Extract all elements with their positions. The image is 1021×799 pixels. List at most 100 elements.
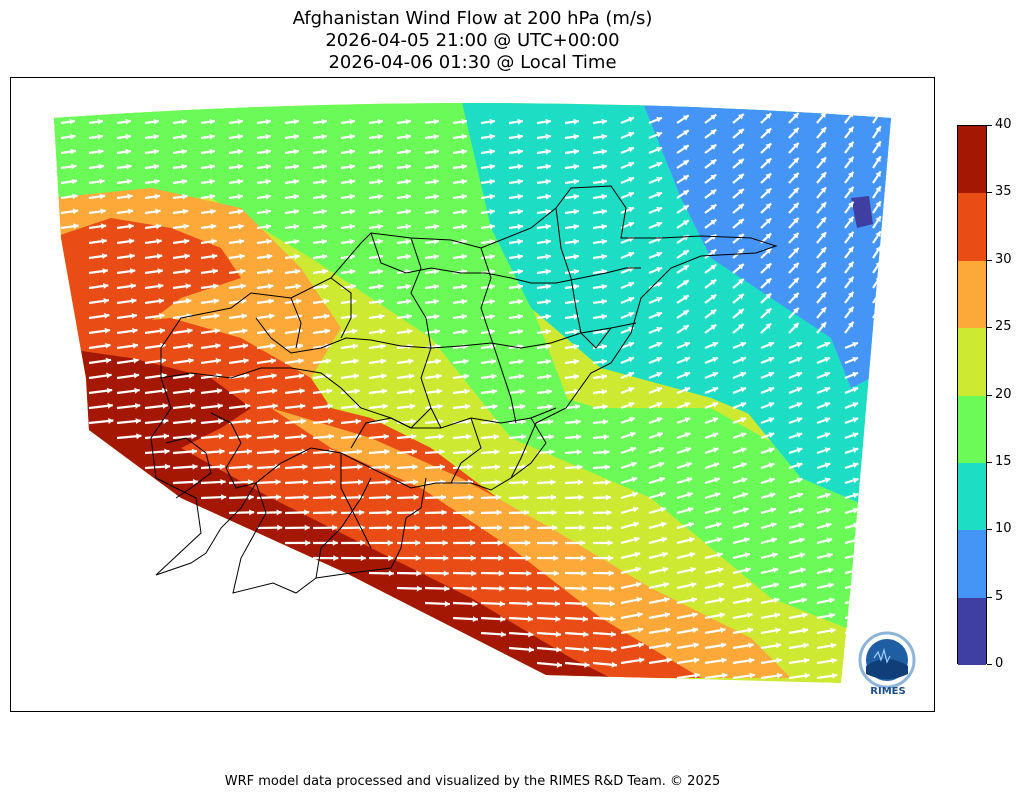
wind-arrow-head <box>321 163 327 170</box>
wind-arrow-head <box>440 479 446 486</box>
wind-arrow-head <box>573 253 579 260</box>
wind-arrow-head <box>356 448 362 455</box>
wind-arrow-head <box>684 341 690 348</box>
wind-arrow-head <box>436 373 442 380</box>
wind-arrow-head <box>824 492 831 499</box>
wind-arrow-head <box>518 373 524 380</box>
wind-arrow-head <box>470 555 476 562</box>
wind-arrow-head <box>601 253 607 260</box>
wind-arrow-head <box>685 447 692 453</box>
wind-arrow-head <box>304 524 310 531</box>
wind-arrow-head <box>796 371 802 378</box>
wind-arrow-head <box>802 627 809 634</box>
wind-arrow-head <box>628 116 634 123</box>
wind-arrow-head <box>682 145 689 151</box>
wind-arrow-head <box>405 283 411 290</box>
wind-arrow-head <box>545 208 551 215</box>
wind-arrow-head <box>628 206 634 213</box>
wind-arrow-head <box>852 477 859 484</box>
wind-arrow-head <box>656 371 662 378</box>
logo-text: RIMES <box>870 686 906 697</box>
wind-arrow-head <box>72 208 79 215</box>
wind-arrow-head <box>712 371 718 378</box>
wind-arrow-head <box>297 343 303 350</box>
colorbar-tick-label: 5 <box>995 588 1004 604</box>
wind-arrow-head <box>774 612 780 619</box>
wind-arrow-head <box>153 148 159 155</box>
wind-arrow-head <box>717 551 723 558</box>
wind-arrow-head <box>573 283 579 290</box>
wind-arrow-head <box>737 264 744 270</box>
wind-arrow-head <box>489 313 495 320</box>
wind-arrow-head <box>741 477 748 483</box>
colorbar-segment <box>958 530 986 598</box>
wind-arrow-head <box>489 328 495 335</box>
wind-arrow-head <box>796 356 802 363</box>
wind-arrow-head <box>212 268 218 275</box>
wind-arrow-head <box>157 268 163 275</box>
wind-arrow-head <box>294 268 301 275</box>
wind-arrow-head <box>408 373 415 380</box>
colorbar-segment <box>958 395 986 463</box>
wind-arrow-head <box>273 418 279 425</box>
wind-arrow-head <box>276 494 282 501</box>
wind-arrow-head <box>747 627 754 634</box>
wind-arrow-head <box>247 463 253 470</box>
wind-arrow-head <box>610 615 616 622</box>
wind-arrow-head <box>188 372 195 379</box>
wind-arrow-head <box>573 163 579 170</box>
wind-arrow-head <box>379 328 385 335</box>
wind-arrow-head <box>525 539 531 546</box>
wind-arrow-head <box>793 157 799 164</box>
wind-arrow-head <box>461 313 467 320</box>
wind-arrow-head <box>682 250 689 256</box>
wind-arrow-head <box>466 433 472 440</box>
wind-arrow-head <box>409 388 415 395</box>
wind-arrow-head <box>637 611 643 618</box>
wind-arrow-head <box>609 585 615 592</box>
wind-arrow-head <box>237 148 243 155</box>
wind-arrow-head <box>684 371 690 378</box>
wind-arrow-head <box>321 238 327 245</box>
wind-arrow-head <box>132 342 139 349</box>
wind-arrow-head <box>875 126 881 133</box>
wind-arrow-head <box>852 447 859 453</box>
wind-arrow-head <box>352 328 358 335</box>
wind-arrow-head <box>656 131 662 138</box>
wind-arrow-head <box>132 327 138 334</box>
wind-arrow-head <box>552 524 558 531</box>
wind-arrow-head <box>435 358 441 365</box>
wind-arrow-head <box>181 148 187 155</box>
wind-arrow-head <box>293 223 299 230</box>
wind-arrow-head <box>656 326 662 333</box>
wind-arrow-head <box>601 163 607 170</box>
wind-arrow-head <box>99 193 106 200</box>
wind-arrow-head <box>576 449 582 456</box>
wind-arrow-head <box>687 491 693 498</box>
wind-arrow-head <box>628 176 634 183</box>
wind-arrow-head <box>793 307 799 314</box>
wind-arrow-head <box>712 386 719 393</box>
wind-arrow-head <box>125 133 131 140</box>
wind-arrow-head <box>720 642 727 649</box>
wind-arrow-head <box>496 509 502 516</box>
wind-arrow-head <box>436 388 443 395</box>
wind-arrow-head <box>604 464 610 471</box>
colorbar-tick-label: 25 <box>995 319 1012 335</box>
wind-arrow-head <box>737 204 744 210</box>
wind-arrow-head <box>130 283 136 290</box>
wind-arrow-head <box>692 627 699 634</box>
wind-arrow-head <box>793 232 799 239</box>
wind-arrow-head <box>656 116 662 123</box>
wind-arrow-head <box>580 555 586 562</box>
wind-arrow-head <box>793 292 799 299</box>
colorbar-tick <box>987 394 992 396</box>
colorbar-segment <box>958 597 986 665</box>
wind-arrow-head <box>656 311 662 318</box>
wind-arrow-head <box>469 524 475 531</box>
wind-arrow-head <box>659 476 665 483</box>
wind-arrow-head <box>69 118 75 125</box>
wind-arrow-head <box>349 208 355 215</box>
wind-arrow-head <box>433 118 439 125</box>
wind-arrow-head <box>349 193 355 200</box>
